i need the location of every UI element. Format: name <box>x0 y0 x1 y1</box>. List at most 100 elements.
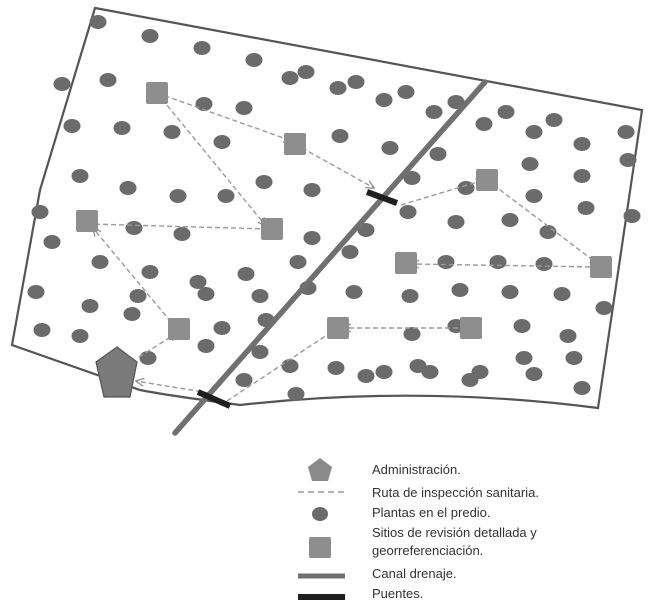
plant-marker <box>573 137 591 151</box>
plant-marker <box>213 135 231 149</box>
inspection-route-arrow <box>486 179 598 264</box>
plant-marker <box>399 205 417 219</box>
plant-marker <box>397 85 415 99</box>
plant-marker <box>89 15 107 29</box>
inspection-site-marker <box>261 218 283 240</box>
inspection-route-arrow <box>156 92 266 226</box>
inspection-route-arrow <box>226 329 336 402</box>
plant-marker <box>403 171 421 185</box>
plant-marker <box>461 373 479 387</box>
plant-marker <box>595 301 613 315</box>
inspection-site-marker <box>146 82 168 104</box>
plant-marker <box>341 245 359 259</box>
plant-marker <box>515 351 533 365</box>
inspection-site-marker <box>476 169 498 191</box>
plant-marker <box>31 205 49 219</box>
plant-marker <box>623 209 641 223</box>
inspection-route-arrow <box>400 180 484 206</box>
legend-bridges-label: Puentes. <box>372 586 423 601</box>
plant-marker <box>71 329 89 343</box>
plant-marker <box>403 327 421 341</box>
plant-marker <box>217 189 235 203</box>
plant-marker <box>173 227 191 241</box>
bridge-lower <box>196 389 232 409</box>
plant-marker <box>425 105 443 119</box>
plant-marker <box>429 147 447 161</box>
plant-marker <box>99 73 117 87</box>
plant-marker <box>281 359 299 373</box>
plant-marker <box>27 285 45 299</box>
plants-layer <box>27 15 641 401</box>
plant-marker <box>141 29 159 43</box>
plant-marker <box>251 345 269 359</box>
legend-plant-icon <box>312 507 328 521</box>
inspection-site-marker <box>327 317 349 339</box>
plant-marker <box>123 307 141 321</box>
plant-marker <box>619 153 637 167</box>
plant-marker <box>287 387 305 401</box>
inspection-site-marker <box>76 210 98 232</box>
plant-marker <box>375 365 393 379</box>
plant-marker <box>289 255 307 269</box>
plant-marker <box>163 125 181 139</box>
plant-marker <box>401 289 419 303</box>
inspection-route-arrow <box>136 381 210 394</box>
plant-marker <box>125 221 143 235</box>
plant-marker <box>573 381 591 395</box>
plant-marker <box>375 93 393 107</box>
legend-site-icon <box>309 537 331 558</box>
plant-marker <box>559 329 577 343</box>
plant-marker <box>539 225 557 239</box>
plant-marker <box>345 285 363 299</box>
plant-marker <box>451 283 469 297</box>
plant-marker <box>501 285 519 299</box>
inspection-route-arrow <box>93 228 177 329</box>
legend-route-label: Ruta de inspección sanitaria. <box>372 485 539 500</box>
plant-marker <box>329 81 347 95</box>
legend-plants-label: Plantas en el predio. <box>372 505 491 520</box>
plant-marker <box>381 141 399 155</box>
plant-marker <box>357 223 375 237</box>
plant-marker <box>303 183 321 197</box>
plant-marker <box>235 101 253 115</box>
plant-marker <box>251 289 269 303</box>
drainage-canal <box>172 79 488 436</box>
inspection-site-marker <box>590 256 612 278</box>
plant-marker <box>447 95 465 109</box>
plant-marker <box>525 189 543 203</box>
plant-marker <box>513 319 531 333</box>
plant-marker <box>255 175 273 189</box>
plant-marker <box>53 77 71 91</box>
plant-marker <box>489 255 507 269</box>
plant-marker <box>437 255 455 269</box>
plant-marker <box>63 119 81 133</box>
legend-sites-label-2: georreferenciación. <box>372 543 483 558</box>
legend-canal-label: Canal drenaje. <box>372 566 457 581</box>
inspection-site-marker <box>395 252 417 274</box>
plant-marker <box>245 53 263 67</box>
plant-marker <box>43 235 61 249</box>
inspection-route-arrow <box>294 143 374 188</box>
plant-marker <box>195 97 213 111</box>
plant-marker <box>475 117 493 131</box>
plant-marker <box>33 323 51 337</box>
plant-marker <box>525 125 543 139</box>
routes-layer <box>90 92 598 402</box>
plant-marker <box>197 339 215 353</box>
plant-marker <box>169 189 187 203</box>
plant-marker <box>347 75 365 89</box>
inspection-site-marker <box>168 318 190 340</box>
plant-marker <box>139 351 157 365</box>
administration-icon <box>95 346 138 398</box>
plant-marker <box>447 215 465 229</box>
plant-marker <box>521 157 539 171</box>
legend: Administración. Ruta de inspección sanit… <box>298 458 539 601</box>
plant-marker <box>501 213 519 227</box>
inspection-site-marker <box>460 317 482 339</box>
plant-marker <box>71 169 89 183</box>
sites-layer <box>76 82 612 340</box>
inspection-site-marker <box>284 133 306 155</box>
inspection-route-arrow <box>90 224 269 230</box>
legend-administration-label: Administración. <box>372 462 461 477</box>
plant-marker <box>235 373 253 387</box>
